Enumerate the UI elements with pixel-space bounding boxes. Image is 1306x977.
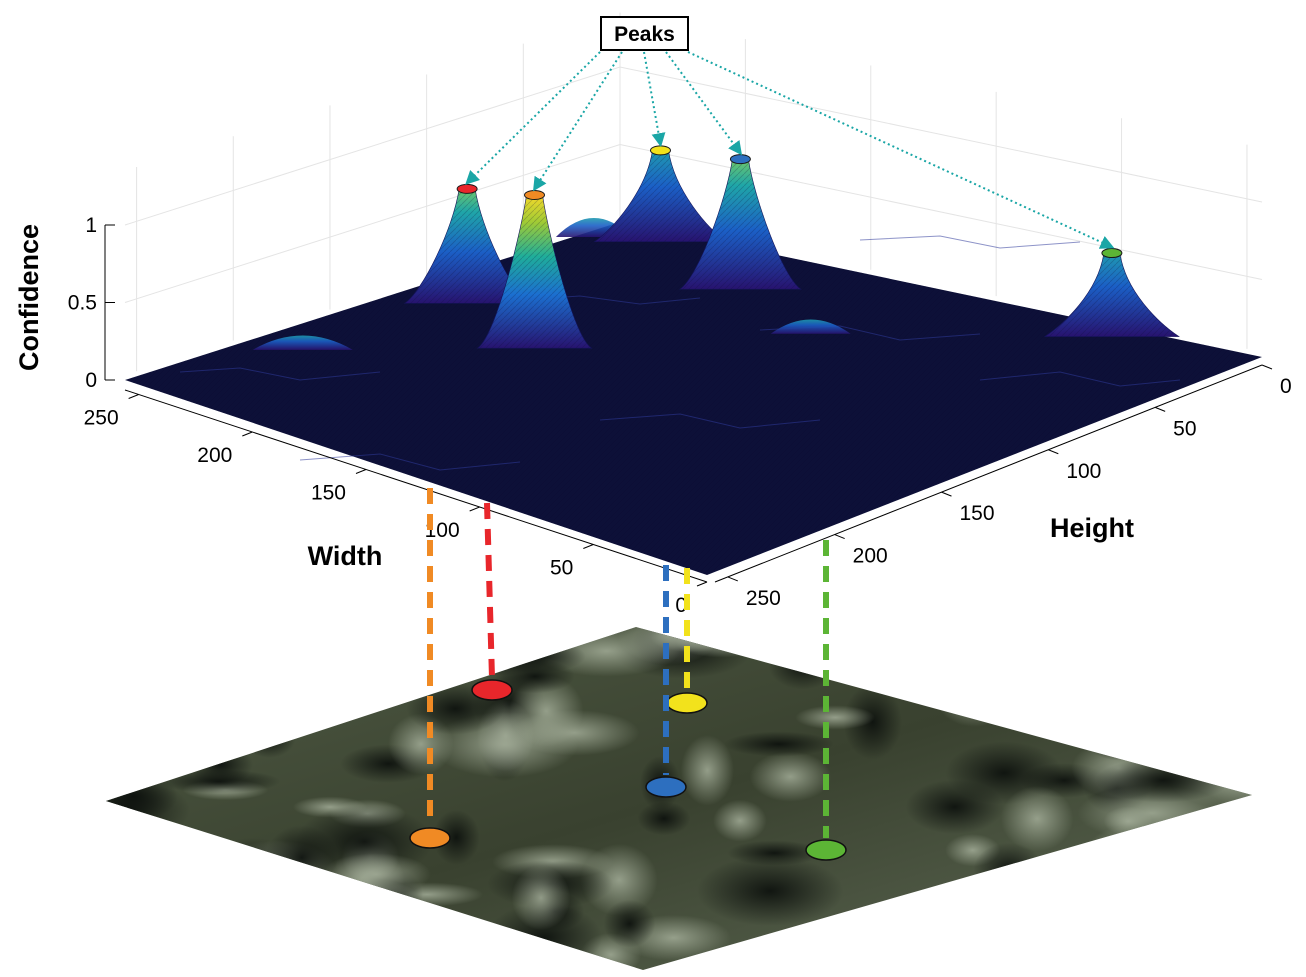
height-tick-label: 50 bbox=[1173, 417, 1196, 440]
peak-arrow-0 bbox=[465, 51, 601, 185]
surface-peak-mesh-1 bbox=[477, 194, 592, 349]
width-axis-line bbox=[124, 389, 708, 583]
peak-marker-4 bbox=[1101, 248, 1123, 259]
peak-marker-3 bbox=[729, 154, 751, 165]
projection-lines bbox=[409, 488, 847, 861]
height-axis-line bbox=[714, 364, 1263, 583]
peak-arrows bbox=[465, 51, 1115, 249]
height-tick-mark bbox=[834, 534, 845, 539]
peak-marker-2 bbox=[649, 145, 671, 156]
width-tick-mark bbox=[696, 581, 708, 587]
height-tick-mark bbox=[1261, 364, 1273, 370]
height-tick-mark bbox=[1154, 406, 1166, 412]
height-tick-label: 250 bbox=[746, 587, 781, 610]
height-tick-mark bbox=[941, 491, 952, 497]
peak-arrow-2 bbox=[643, 51, 666, 148]
height-tick-mark bbox=[727, 576, 739, 582]
width-tick-label: 0 bbox=[675, 594, 687, 617]
z-tick-label: 0 bbox=[85, 369, 97, 392]
surface-peak-mesh-3 bbox=[680, 159, 801, 290]
peak-arrow-1 bbox=[533, 51, 623, 192]
height-tick-label: 200 bbox=[853, 545, 888, 568]
z-axis-label: Confidence bbox=[14, 224, 44, 371]
surface-peak-mesh-4 bbox=[1044, 253, 1179, 337]
canopy-marker-3 bbox=[645, 776, 687, 798]
width-tick-label: 50 bbox=[550, 557, 573, 580]
surface-peak-mesh-2 bbox=[594, 150, 727, 242]
width-tick-label: 200 bbox=[197, 444, 232, 467]
width-tick-mark bbox=[469, 506, 480, 512]
width-axis-label: Width bbox=[308, 541, 383, 571]
peaks-label: Peaks bbox=[614, 23, 675, 46]
surface-peak-mesh-0 bbox=[404, 188, 530, 304]
width-tick-label: 250 bbox=[84, 407, 119, 430]
height-tick-mark bbox=[1048, 449, 1059, 455]
peak-marker-0 bbox=[456, 183, 478, 194]
z-tick-label: 0.5 bbox=[68, 292, 97, 315]
width-tick-mark bbox=[583, 544, 594, 549]
width-tick-mark bbox=[355, 469, 367, 474]
projection-line-0 bbox=[484, 502, 495, 679]
width-tick-mark bbox=[242, 431, 253, 437]
height-axis-label: Height bbox=[1050, 513, 1134, 543]
height-tick-label: 150 bbox=[959, 502, 994, 525]
canopy-marker-0 bbox=[471, 679, 513, 701]
height-tick-label: 0 bbox=[1280, 375, 1292, 398]
axes: 0 0.5 1 Confidence 0 50 100 150 200 250 Width 0 50 10… bbox=[14, 214, 1292, 617]
peak-marker-1 bbox=[524, 189, 546, 200]
height-tick-label: 100 bbox=[1066, 460, 1101, 483]
z-tick-label: 1 bbox=[85, 214, 97, 237]
width-tick-mark bbox=[128, 394, 139, 399]
surface-peaks bbox=[252, 145, 1180, 350]
canopy-marker-4 bbox=[805, 839, 847, 861]
peaks-label-box bbox=[600, 16, 689, 51]
canopy-marker-1 bbox=[409, 827, 451, 849]
width-tick-label: 100 bbox=[425, 519, 460, 542]
surface-bump-2 bbox=[252, 335, 353, 350]
peaks-annotation: Peaks bbox=[600, 16, 689, 51]
canopy-marker-2 bbox=[666, 692, 708, 714]
surface-floor bbox=[125, 222, 1262, 575]
surface-bump-1 bbox=[770, 319, 851, 334]
peak-arrow-3 bbox=[665, 51, 743, 156]
width-tick-label: 150 bbox=[311, 482, 346, 505]
